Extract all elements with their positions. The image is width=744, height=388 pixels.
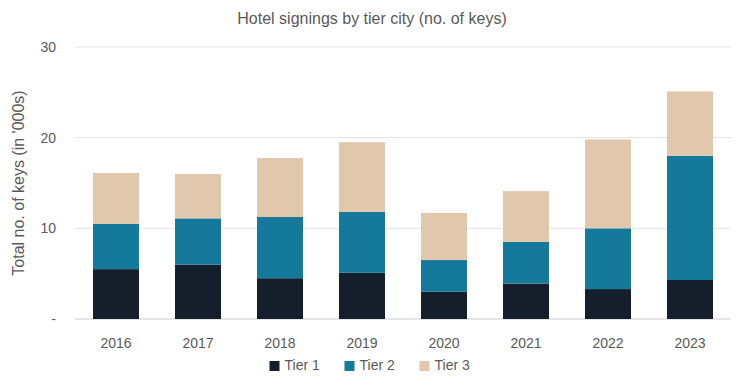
bar	[175, 218, 221, 264]
x-tick-label: 2022	[592, 335, 623, 351]
bar	[585, 139, 631, 228]
y-tick-label: 20	[40, 130, 56, 146]
x-axis-line	[75, 319, 731, 320]
bar	[503, 242, 549, 284]
legend-swatch	[420, 361, 430, 371]
grid	[75, 47, 731, 319]
bar	[421, 213, 467, 260]
x-tick-label: 2020	[428, 335, 459, 351]
legend: Tier 1 Tier 2 Tier 3	[270, 357, 470, 373]
x-tick-label: 2017	[182, 335, 213, 351]
bar	[667, 156, 713, 280]
bar	[257, 158, 303, 217]
x-tick-label: 2021	[510, 335, 541, 351]
bar	[93, 269, 139, 319]
bar	[503, 284, 549, 319]
legend-label: Tier 2	[360, 357, 395, 373]
legend-label: Tier 1	[285, 357, 320, 373]
bar	[585, 289, 631, 319]
bar	[421, 260, 467, 292]
legend-swatch	[270, 361, 280, 371]
bar	[93, 224, 139, 269]
y-tick-label: -	[51, 311, 56, 327]
grid-line	[75, 137, 731, 138]
x-tick-label: 2018	[264, 335, 295, 351]
bar	[175, 265, 221, 319]
chart: Hotel signings by tier city (no. of keys…	[0, 0, 744, 388]
grid-line	[75, 319, 731, 320]
bar	[339, 273, 385, 319]
bar	[503, 191, 549, 242]
bar	[667, 280, 713, 319]
legend-swatch	[345, 361, 355, 371]
bar	[257, 217, 303, 278]
bar	[421, 292, 467, 319]
y-tick-label: 10	[40, 220, 56, 236]
title: Hotel signings by tier city (no. of keys…	[237, 10, 506, 27]
grid-line	[75, 228, 731, 229]
bar	[339, 212, 385, 273]
bar	[667, 91, 713, 155]
bar	[93, 173, 139, 224]
bars	[93, 91, 713, 319]
bar	[339, 142, 385, 212]
bar	[175, 174, 221, 218]
x-tick-label: 2019	[346, 335, 377, 351]
bar	[257, 278, 303, 319]
x-tick-label: 2016	[100, 335, 131, 351]
legend-label: Tier 3	[435, 357, 470, 373]
grid-line	[75, 47, 731, 48]
bar	[585, 228, 631, 289]
x-tick-label: 2023	[674, 335, 705, 351]
y-axis-label: Total no. of keys (in '000s)	[10, 90, 27, 275]
y-tick-label: 30	[40, 39, 56, 55]
